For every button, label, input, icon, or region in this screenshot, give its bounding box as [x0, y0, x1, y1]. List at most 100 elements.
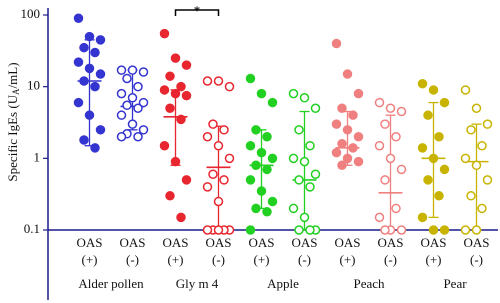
- data-point: [460, 153, 471, 164]
- data-point: [439, 164, 450, 175]
- data-point: [471, 160, 482, 171]
- column-sign: (-): [470, 252, 483, 267]
- data-point: [294, 125, 304, 135]
- group-label: Pear: [443, 276, 467, 291]
- data-point: [396, 106, 407, 117]
- column-label: OAS: [76, 235, 102, 250]
- data-point: [245, 175, 256, 185]
- data-point: [439, 225, 450, 235]
- data-point: [423, 175, 433, 185]
- data-point: [294, 175, 304, 185]
- data-point: [288, 203, 299, 214]
- data-point: [417, 212, 428, 223]
- data-point: [127, 65, 138, 75]
- y-tick-label: 1: [34, 149, 41, 164]
- data-point: [181, 60, 192, 70]
- data-point: [482, 175, 493, 185]
- data-point: [84, 110, 95, 120]
- data-point: [385, 103, 396, 113]
- data-point: [342, 153, 353, 164]
- data-point: [79, 42, 89, 53]
- data-point: [310, 103, 321, 113]
- data-point: [116, 132, 127, 142]
- data-point: [170, 53, 181, 63]
- data-point: [127, 119, 138, 129]
- data-point: [79, 135, 89, 145]
- data-point: [428, 225, 439, 235]
- data-point: [165, 103, 175, 113]
- data-point: [348, 143, 358, 153]
- data-point: [460, 225, 471, 235]
- data-point: [331, 38, 342, 49]
- data-point: [439, 97, 450, 108]
- data-point: [95, 69, 106, 79]
- data-point: [460, 85, 471, 95]
- data-point: [159, 28, 170, 39]
- data-point: [477, 140, 487, 151]
- data-point: [138, 97, 149, 108]
- data-point: [219, 125, 229, 135]
- data-point: [73, 97, 84, 108]
- data-point: [374, 140, 385, 151]
- column-label: OAS: [377, 235, 403, 250]
- data-point: [417, 78, 428, 89]
- data-point: [213, 196, 224, 207]
- data-point: [122, 100, 132, 111]
- data-point: [380, 119, 390, 129]
- data-point: [267, 153, 278, 164]
- data-point: [202, 132, 213, 142]
- data-point: [176, 81, 186, 92]
- data-point: [267, 97, 278, 108]
- column-label: OAS: [162, 235, 188, 250]
- data-point: [133, 103, 143, 113]
- data-point: [299, 156, 310, 167]
- data-point: [267, 196, 278, 207]
- data-point: [138, 125, 149, 135]
- data-point: [90, 143, 100, 153]
- data-point: [353, 156, 364, 167]
- y-axis-label: Specific IgEs (UA/mL): [5, 62, 21, 181]
- data-point: [471, 103, 482, 113]
- data-point: [202, 76, 213, 86]
- data-point: [256, 186, 267, 196]
- column-sign: (-): [384, 252, 397, 267]
- data-point: [202, 182, 213, 192]
- data-point: [245, 140, 256, 151]
- data-point: [305, 140, 315, 151]
- data-point: [165, 191, 175, 201]
- data-point: [84, 63, 95, 74]
- group-label: Gly m 4: [176, 276, 219, 291]
- data-point: [79, 76, 89, 86]
- data-point: [213, 140, 224, 151]
- data-point: [428, 153, 439, 164]
- data-point: [170, 88, 181, 99]
- data-point: [331, 147, 342, 158]
- data-point: [434, 132, 444, 142]
- column-sign: (+): [340, 252, 356, 267]
- data-point: [348, 110, 358, 120]
- data-point: [245, 225, 256, 235]
- data-point: [477, 203, 487, 214]
- data-point: [219, 175, 229, 185]
- data-point: [299, 212, 310, 223]
- data-point: [305, 182, 315, 192]
- data-point: [116, 88, 127, 99]
- group-label: Apple: [267, 276, 299, 291]
- column-label: OAS: [205, 235, 231, 250]
- column-sign: (+): [168, 252, 184, 267]
- group-label: Alder pollen: [78, 276, 144, 291]
- data-point: [251, 203, 261, 214]
- data-point: [84, 31, 95, 42]
- significance-bracket: [174, 9, 220, 16]
- data-point: [374, 212, 385, 223]
- data-point: [170, 156, 181, 167]
- data-point: [73, 13, 84, 24]
- data-point: [471, 225, 482, 235]
- data-point: [385, 153, 396, 164]
- data-point: [342, 125, 353, 135]
- data-point: [380, 225, 390, 235]
- data-point: [396, 225, 407, 235]
- data-point: [202, 225, 213, 235]
- column-sign: (-): [212, 252, 225, 267]
